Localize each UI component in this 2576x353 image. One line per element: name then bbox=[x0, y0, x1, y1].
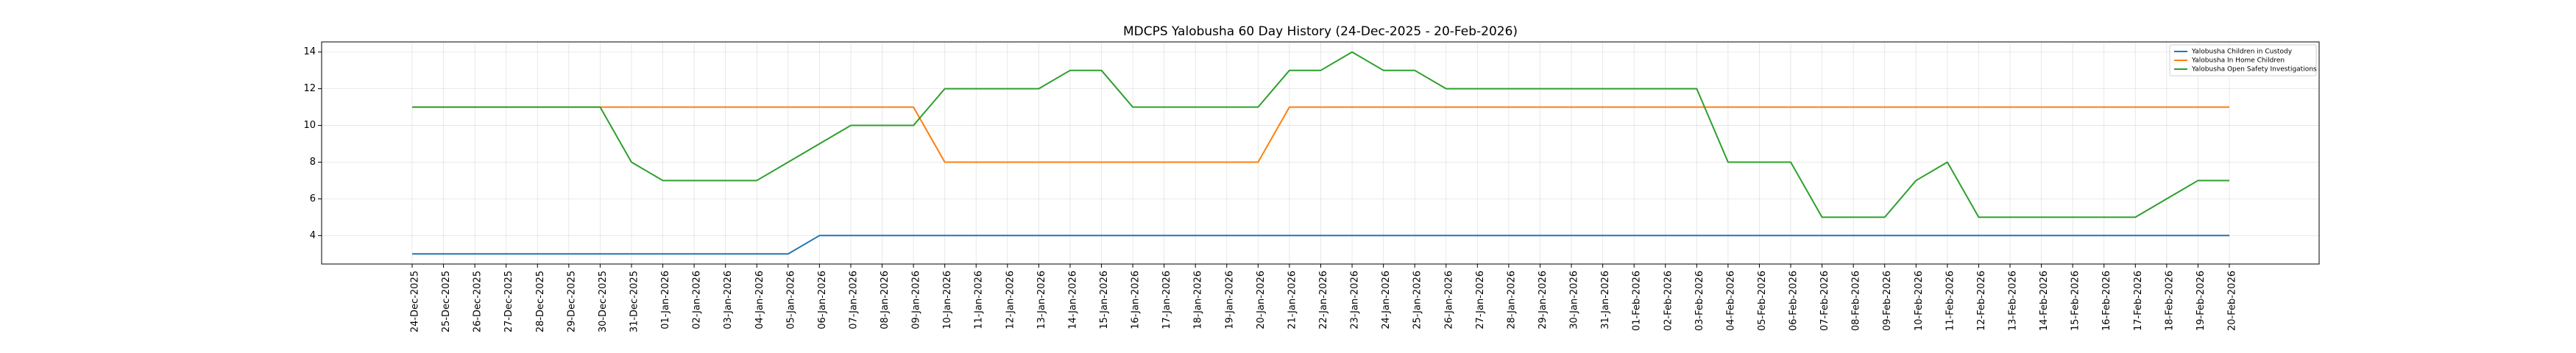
x-tick-label: 12-Jan-2026 bbox=[1005, 271, 1016, 329]
legend-label-2: Yalobusha In Home Children bbox=[2191, 57, 2285, 65]
x-tick-label: 31-Dec-2025 bbox=[629, 271, 640, 332]
x-tick-label: 09-Feb-2026 bbox=[1882, 271, 1893, 331]
y-tick-label: 4 bbox=[310, 230, 316, 241]
chart-title: MDCPS Yalobusha 60 Day History (24-Dec-2… bbox=[1123, 24, 1518, 39]
x-tick-label: 24-Dec-2025 bbox=[410, 271, 421, 332]
series-line-3 bbox=[412, 51, 2229, 218]
x-tick-label: 07-Jan-2026 bbox=[848, 271, 859, 329]
x-tick-label: 17-Jan-2026 bbox=[1161, 271, 1172, 329]
x-tick-label: 19-Feb-2026 bbox=[2195, 271, 2207, 331]
y-tick-label: 12 bbox=[303, 83, 316, 94]
x-tick-label: 30-Dec-2025 bbox=[598, 271, 609, 332]
y-tick-label: 8 bbox=[310, 157, 316, 168]
x-tick-label: 04-Jan-2026 bbox=[754, 271, 765, 329]
grid bbox=[322, 42, 2319, 264]
x-tick-label: 26-Dec-2025 bbox=[473, 271, 484, 332]
x-tick-label: 07-Feb-2026 bbox=[1819, 271, 1830, 331]
series-line-1 bbox=[412, 235, 2229, 255]
series-lines bbox=[412, 51, 2229, 255]
x-tick-label: 24-Jan-2026 bbox=[1381, 271, 1392, 329]
x-tick-label: 06-Feb-2026 bbox=[1788, 271, 1800, 331]
x-tick-label: 17-Feb-2026 bbox=[2133, 271, 2144, 331]
legend-label-1: Yalobusha Children in Custody bbox=[2191, 49, 2293, 56]
x-tick-label: 25-Dec-2025 bbox=[441, 271, 452, 332]
x-tick-label: 18-Jan-2026 bbox=[1193, 271, 1204, 329]
x-tick-label: 14-Feb-2026 bbox=[2039, 271, 2050, 331]
x-tick-label: 01-Feb-2026 bbox=[1632, 271, 1643, 331]
x-tick-label: 10-Feb-2026 bbox=[1914, 271, 1925, 331]
x-tick-label: 22-Jan-2026 bbox=[1318, 271, 1329, 329]
x-tick-label: 16-Jan-2026 bbox=[1130, 271, 1142, 329]
x-tick-label: 15-Jan-2026 bbox=[1099, 271, 1110, 329]
legend-label-3: Yalobusha Open Safety Investigations bbox=[2191, 66, 2317, 74]
x-tick-label: 30-Jan-2026 bbox=[1569, 271, 1580, 329]
x-tick-label: 27-Jan-2026 bbox=[1475, 271, 1486, 329]
x-tick-label: 15-Feb-2026 bbox=[2070, 271, 2081, 331]
x-tick-label: 02-Jan-2026 bbox=[692, 271, 703, 329]
series-line-2 bbox=[412, 106, 2229, 163]
x-tick-label: 14-Jan-2026 bbox=[1067, 271, 1078, 329]
y-tick-label: 10 bbox=[303, 120, 316, 131]
x-tick-label: 31-Jan-2026 bbox=[1600, 271, 1611, 329]
x-tick-label: 01-Jan-2026 bbox=[660, 271, 671, 329]
x-tick-label: 02-Feb-2026 bbox=[1663, 271, 1674, 331]
x-tick-label: 29-Dec-2025 bbox=[566, 271, 577, 332]
x-tick-label: 20-Feb-2026 bbox=[2227, 271, 2238, 331]
x-tick-label: 08-Jan-2026 bbox=[880, 271, 891, 329]
y-tick-label: 14 bbox=[303, 46, 316, 57]
x-tick-label: 11-Jan-2026 bbox=[974, 271, 985, 329]
x-tick-label: 05-Feb-2026 bbox=[1757, 271, 1768, 331]
plot-area-frame bbox=[321, 41, 2320, 265]
x-tick-label: 19-Jan-2026 bbox=[1224, 271, 1235, 329]
x-tick-label: 04-Feb-2026 bbox=[1725, 271, 1736, 331]
x-tick-label: 28-Jan-2026 bbox=[1506, 271, 1517, 329]
y-tick-label: 6 bbox=[310, 193, 316, 204]
x-tick-label: 29-Jan-2026 bbox=[1538, 271, 1549, 329]
x-tick-label: 05-Jan-2026 bbox=[785, 271, 796, 329]
x-tick-label: 13-Jan-2026 bbox=[1036, 271, 1047, 329]
x-tick-label: 10-Jan-2026 bbox=[942, 271, 953, 329]
x-tick-label: 06-Jan-2026 bbox=[817, 271, 828, 329]
x-tick-label: 26-Jan-2026 bbox=[1443, 271, 1454, 329]
x-tick-label: 16-Feb-2026 bbox=[2101, 271, 2112, 331]
x-tick-label: 08-Feb-2026 bbox=[1851, 271, 1862, 331]
x-tick-label: 12-Feb-2026 bbox=[1976, 271, 1987, 331]
x-tick-label: 27-Dec-2025 bbox=[503, 271, 514, 332]
x-tick-label: 21-Jan-2026 bbox=[1287, 271, 1298, 329]
x-tick-label: 20-Jan-2026 bbox=[1256, 271, 1267, 329]
x-tick-label: 09-Jan-2026 bbox=[911, 271, 922, 329]
x-tick-label: 03-Feb-2026 bbox=[1694, 271, 1705, 331]
y-axis: 4 6 8 10 12 14 bbox=[303, 46, 322, 241]
x-tick-label: 18-Feb-2026 bbox=[2164, 271, 2175, 331]
x-tick-label: 13-Feb-2026 bbox=[2008, 271, 2019, 331]
x-tick-label: 03-Jan-2026 bbox=[723, 271, 734, 329]
legend-box bbox=[2169, 44, 2317, 76]
x-tick-label: 28-Dec-2025 bbox=[535, 271, 546, 332]
x-tick-label: 23-Jan-2026 bbox=[1350, 271, 1361, 329]
x-axis: 24-Dec-2025 25-Dec-2025 26-Dec-2025 27-Dec-… bbox=[410, 264, 2238, 332]
x-tick-label: 25-Jan-2026 bbox=[1412, 271, 1423, 329]
x-tick-label: 11-Feb-2026 bbox=[1945, 271, 1956, 331]
